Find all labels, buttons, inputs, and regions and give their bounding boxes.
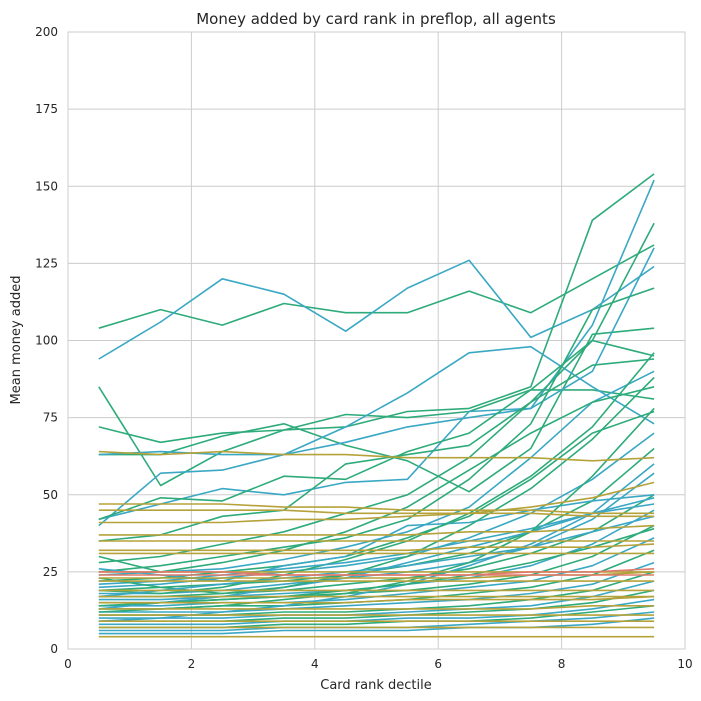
series-line-54 [98, 595, 655, 604]
series-line-43 [98, 509, 655, 518]
y-tick-label: 75 [43, 411, 58, 425]
chart-title: Money added by card rank in preflop, all… [196, 10, 556, 28]
x-tick-label: 10 [677, 657, 692, 671]
y-tick-labels: 0 25 50 75 100 125 150 175 200 [35, 25, 58, 656]
y-axis-label: Mean money added [9, 276, 24, 405]
y-tick-label: 125 [35, 256, 58, 270]
series-line-13 [98, 370, 655, 576]
series-line-3 [98, 173, 655, 487]
x-tick-label: 4 [311, 657, 319, 671]
series-line-10 [98, 358, 655, 542]
series-line-55 [98, 604, 655, 610]
series-line-30 [98, 617, 655, 635]
y-tick-label: 150 [35, 179, 58, 193]
series-line-5 [98, 327, 655, 493]
series-line-44 [98, 481, 655, 524]
series-line-12 [98, 287, 655, 573]
y-tick-label: 50 [43, 488, 58, 502]
x-tick-label: 2 [188, 657, 196, 671]
x-tick-labels: 0 2 4 6 8 10 [64, 657, 692, 671]
x-tick-label: 0 [64, 657, 72, 671]
series-line-25 [98, 580, 655, 619]
series-line-39 [98, 515, 655, 598]
series-line-2 [98, 259, 655, 360]
x-tick-label: 8 [558, 657, 566, 671]
y-tick-label: 25 [43, 565, 58, 579]
series-line-1 [98, 244, 655, 329]
series-line-32 [98, 386, 655, 573]
series-line-47 [98, 543, 655, 552]
y-tick-label: 200 [35, 25, 58, 39]
x-tick-label: 6 [434, 657, 442, 671]
series-line-45 [98, 524, 655, 536]
series-line-40 [98, 527, 655, 607]
series-line-41 [98, 450, 655, 462]
series-line-27 [98, 598, 655, 626]
series-line-42 [98, 503, 655, 515]
y-tick-label: 175 [35, 102, 58, 116]
grid [67, 31, 686, 650]
series-line-33 [98, 497, 655, 610]
series-line-8 [98, 247, 655, 521]
x-axis-label: Card rank dectile [320, 678, 431, 693]
series-lines [98, 173, 655, 638]
y-tick-label: 0 [50, 642, 58, 656]
y-tick-label: 100 [35, 334, 58, 348]
series-line-23 [98, 561, 655, 613]
